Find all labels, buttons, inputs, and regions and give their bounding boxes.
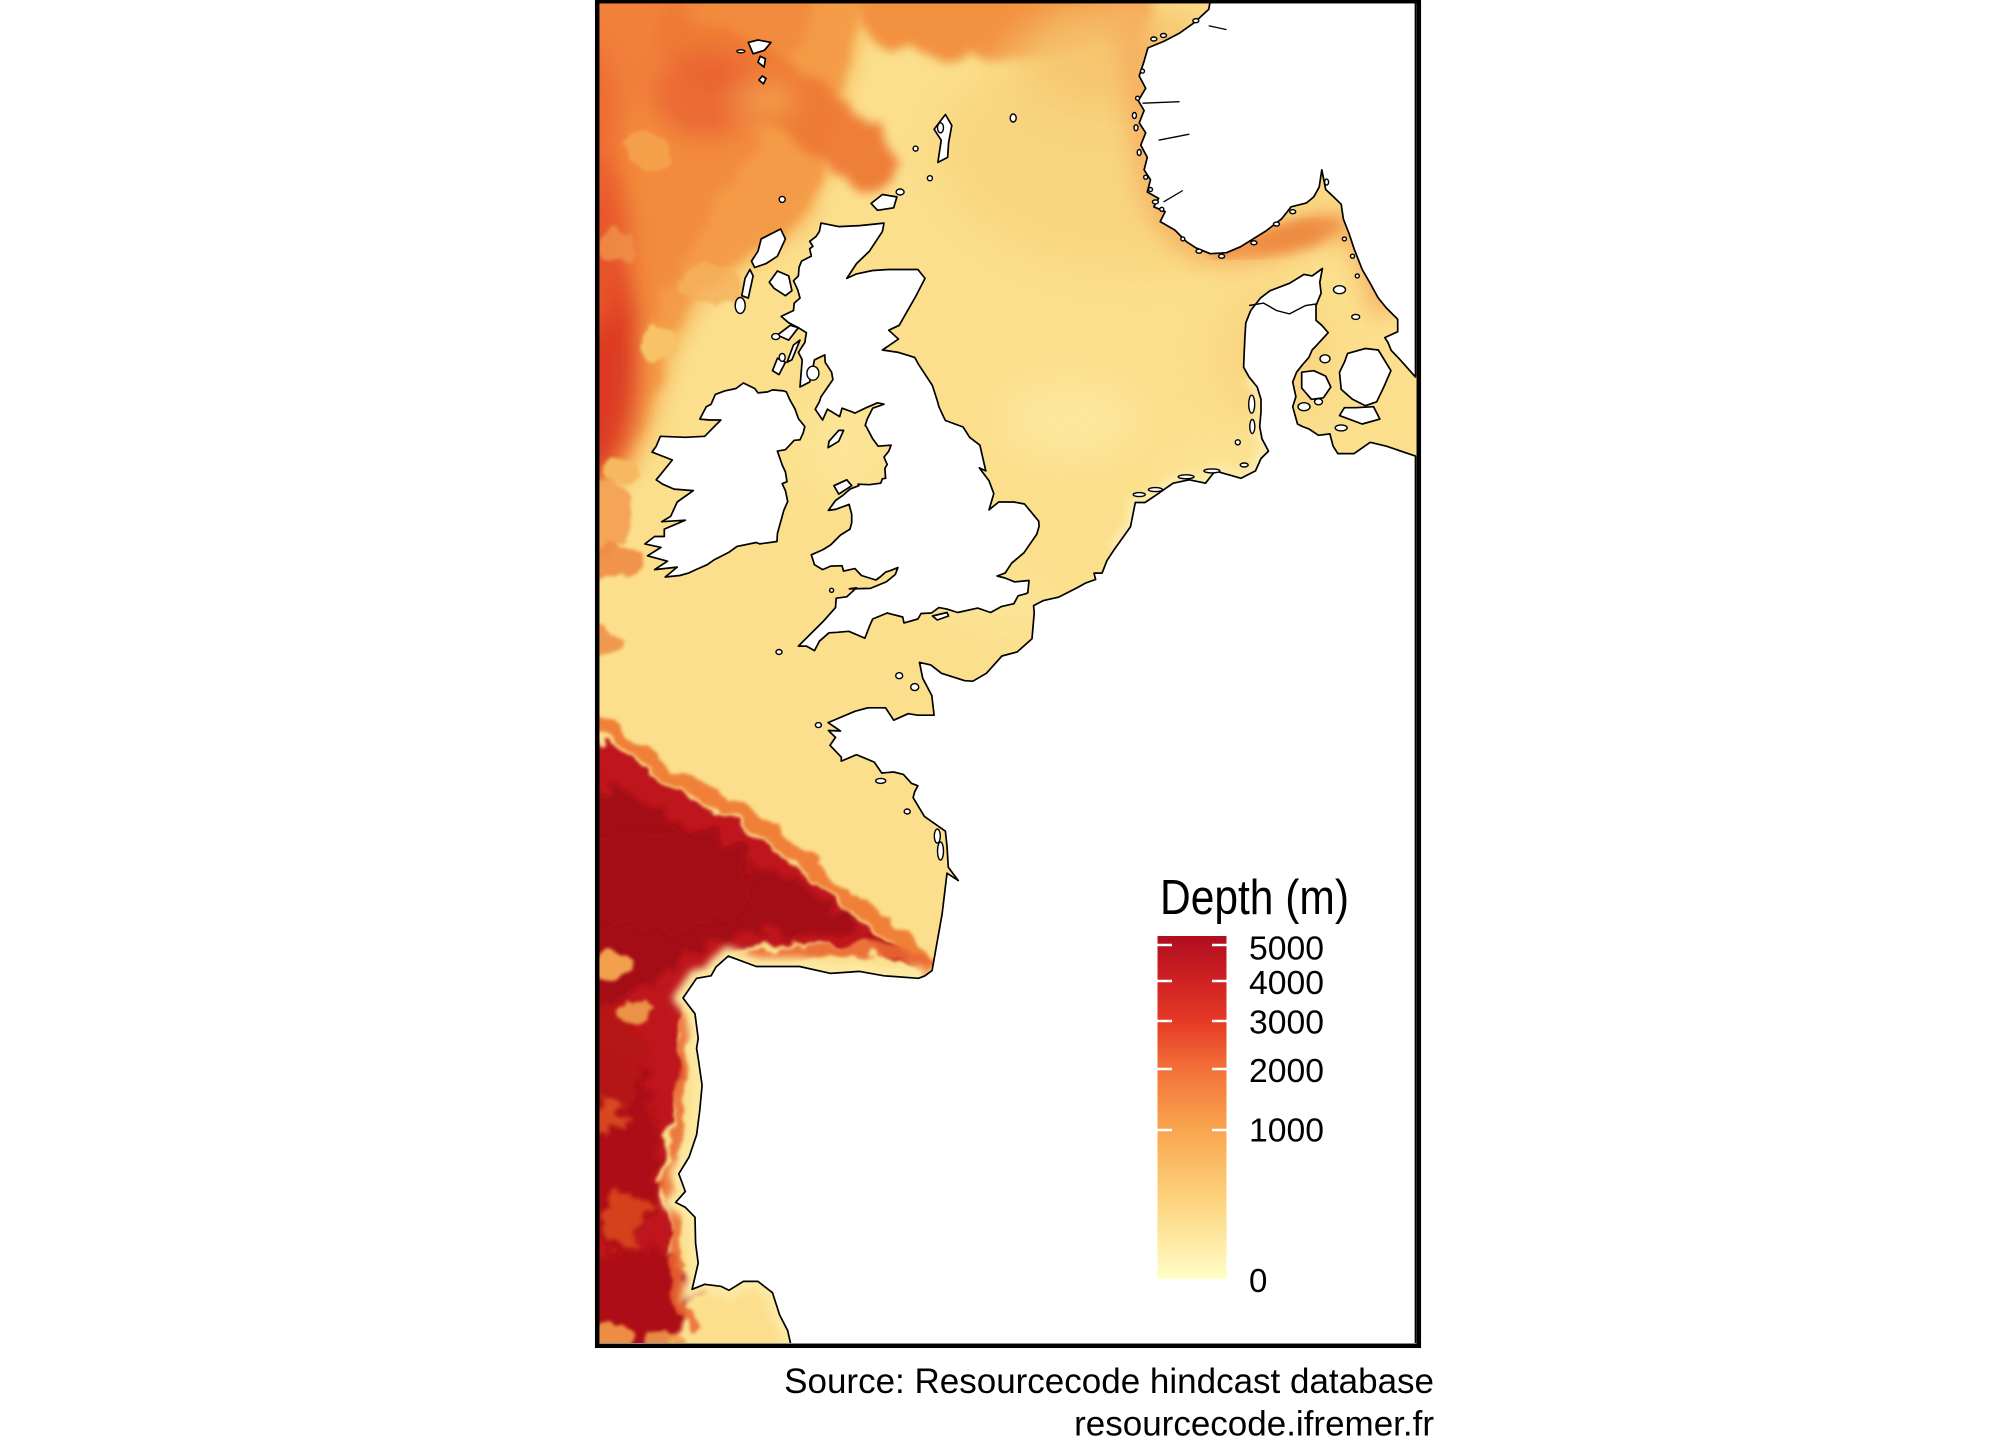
svg-text:Source: Resourcecode hindcast: Source: Resourcecode hindcast database bbox=[784, 1362, 1434, 1401]
svg-text:5000: 5000 bbox=[1249, 929, 1324, 966]
svg-text:0: 0 bbox=[1249, 1262, 1267, 1299]
svg-text:1000: 1000 bbox=[1249, 1111, 1324, 1148]
svg-text:resourcecode.ifremer.fr: resourcecode.ifremer.fr bbox=[1074, 1405, 1434, 1440]
svg-text:3000: 3000 bbox=[1249, 1003, 1324, 1040]
svg-text:4000: 4000 bbox=[1249, 964, 1324, 1001]
svg-text:2000: 2000 bbox=[1249, 1052, 1324, 1089]
svg-text:Depth (m): Depth (m) bbox=[1160, 871, 1349, 925]
